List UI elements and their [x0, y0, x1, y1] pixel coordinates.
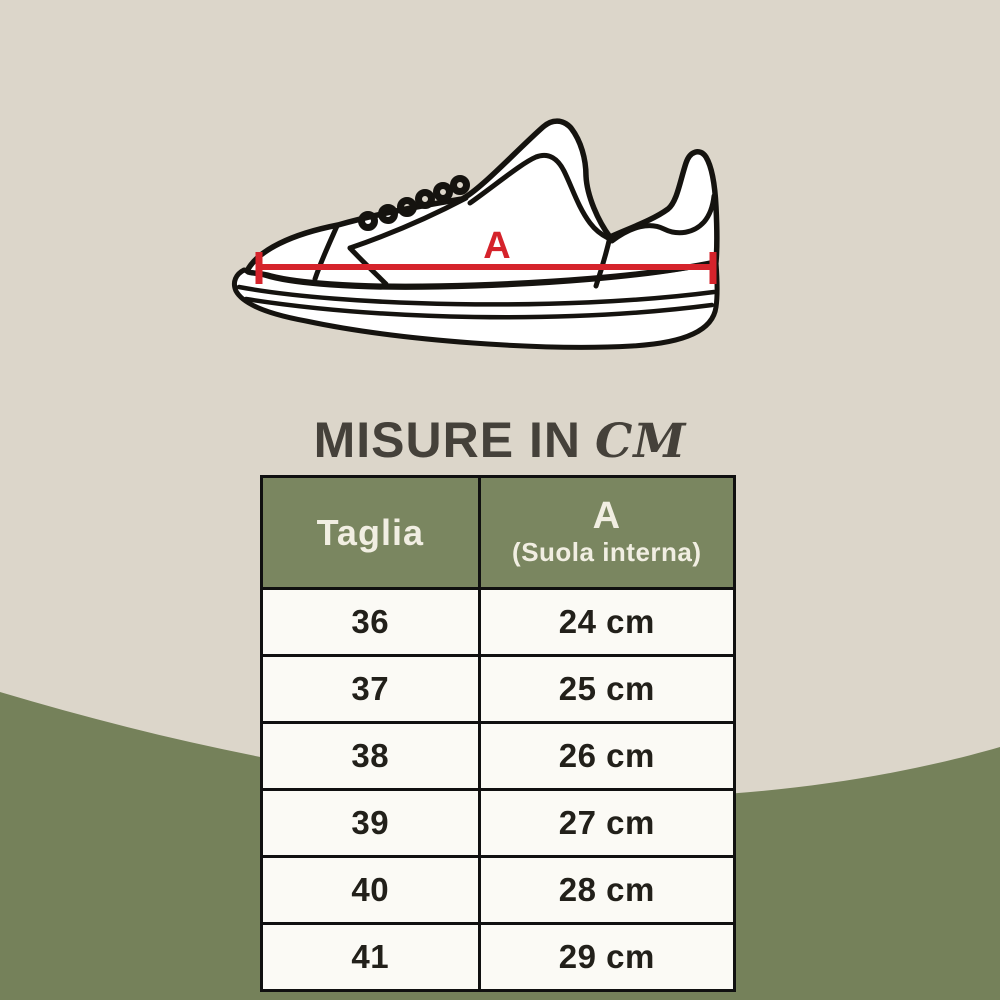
- length-cell: 28 cm: [477, 855, 737, 925]
- quarter-seam-line: [593, 234, 613, 289]
- page-title: MISURE IN CM: [0, 411, 1000, 469]
- size-cell: 36: [260, 587, 481, 657]
- measure-column-label: A: [592, 494, 622, 537]
- size-cell: 40: [260, 855, 481, 925]
- collar-tongue-line: [467, 152, 611, 241]
- length-cell: 25 cm: [477, 654, 737, 724]
- table-row: 38 26 cm: [260, 721, 737, 791]
- sole-stripe-line: [243, 296, 715, 320]
- sole-stripe-line: [236, 284, 717, 307]
- size-column-header: Taglia: [260, 475, 481, 590]
- measurement-label: A: [483, 225, 510, 267]
- lace-loop: [358, 211, 378, 231]
- lace-loop: [415, 189, 435, 209]
- eyestay-bottom-line: [347, 195, 469, 251]
- table-row: 41 29 cm: [260, 922, 737, 992]
- shoe-upper-outline: [244, 118, 720, 290]
- laces: [358, 175, 470, 231]
- table-row: 40 28 cm: [260, 855, 737, 925]
- sneaker-illustration: A: [231, 118, 720, 350]
- table-row: 36 24 cm: [260, 587, 737, 657]
- size-table-body: 36 24 cm 37 25 cm 38 26 cm 39 27 cm 40 28 cm 41 29 …: [260, 587, 737, 992]
- lace-loop: [378, 204, 398, 224]
- table-row: 37 25 cm: [260, 654, 737, 724]
- size-cell: 41: [260, 922, 481, 992]
- vamp-seam-line: [312, 223, 340, 282]
- lace-loop: [433, 182, 453, 202]
- size-cell: 38: [260, 721, 481, 791]
- length-cell: 27 cm: [477, 788, 737, 858]
- page-title-main: MISURE IN: [313, 412, 581, 468]
- lace-loop: [397, 197, 417, 217]
- table-row: 39 27 cm: [260, 788, 737, 858]
- measure-column-subtitle: (Suola interna): [512, 536, 702, 567]
- size-table: Taglia A (Suola interna) 36 24 cm 37 25 cm 3…: [260, 475, 737, 992]
- measurement-a: A: [255, 225, 717, 284]
- page-title-unit: CM: [594, 414, 687, 469]
- lace-loop: [450, 175, 470, 195]
- size-table-header: Taglia A (Suola interna): [260, 475, 737, 590]
- length-cell: 24 cm: [477, 587, 737, 657]
- size-cell: 39: [260, 788, 481, 858]
- heel-panel-line: [609, 193, 717, 244]
- length-cell: 29 cm: [477, 922, 737, 992]
- length-cell: 26 cm: [477, 721, 737, 791]
- size-cell: 37: [260, 654, 481, 724]
- header-row: Taglia A (Suola interna): [260, 475, 737, 590]
- measure-column-header: A (Suola interna): [477, 475, 737, 590]
